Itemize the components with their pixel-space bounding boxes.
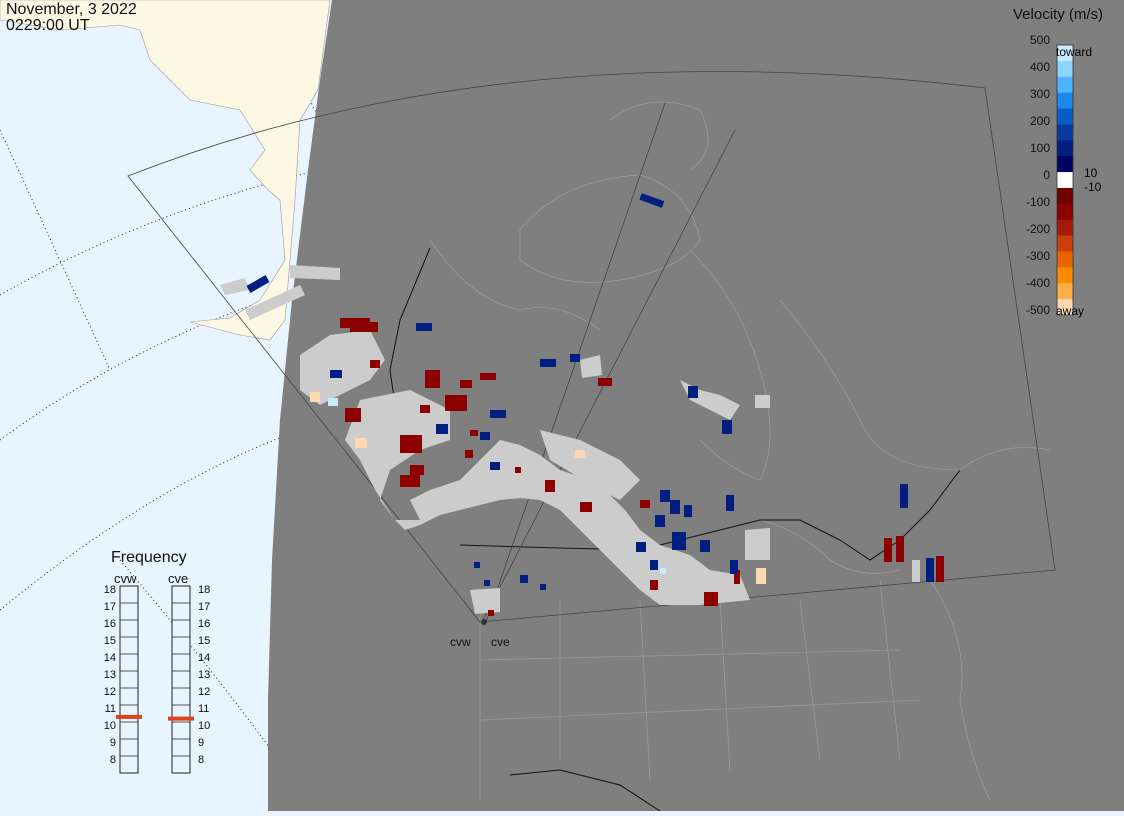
ground-scatter-cells [220,265,920,614]
velocity-tick-label: 300 [1029,87,1050,101]
frequency-scale-right: 12 [198,686,211,698]
frequency-scale-right: 13 [198,669,211,681]
freq-label-cvw: cvw [114,571,137,586]
velocity-tick-label: -500 [1025,303,1050,317]
colorbar-segment [1057,267,1073,284]
frequency-scale-left: 15 [103,635,116,647]
velocity-legend-title: Velocity (m/s) [1013,6,1104,23]
frequency-scale-left: 17 [103,601,116,613]
frequency-scale-left: 12 [103,686,116,698]
freq-label-cve: cve [168,571,189,586]
negative-threshold-label: -10 [1084,180,1102,194]
colorbar-segment [1057,203,1073,221]
velocity-tick-label: -200 [1025,222,1050,236]
frequency-scale-right: 14 [198,652,211,664]
site-label-cve: cve [491,635,510,649]
frequency-scale-left: 9 [109,737,116,749]
velocity-tick-label: 400 [1029,60,1050,74]
colorbar-segment [1057,140,1073,157]
radar-sites [481,619,487,625]
plot-date: November, 3 2022 [6,1,137,18]
away-label: away [1056,304,1085,318]
velocity-tick-label: 0 [1043,168,1050,182]
frequency-scale-right: 10 [198,720,211,732]
frequency-scale-right: 15 [198,635,211,647]
colorbar-segment [1057,235,1073,252]
frequency-scale-left: 13 [103,669,116,681]
velocity-tick-label: -300 [1025,249,1050,263]
colorbar-segment [1057,124,1073,141]
colorbar-segment [1057,156,1073,173]
colorbar-segment [1057,92,1073,110]
alaska-landmass [0,0,331,341]
velocity-tick-label: -400 [1025,276,1050,290]
colorbar-segment [1057,283,1073,300]
frequency-scale-left: 8 [109,754,116,766]
frequency-scale-right: 17 [198,601,211,613]
frequency-scale-right: 9 [198,737,205,749]
coastlines [429,101,1051,801]
frequency-scale-right: 16 [198,618,211,630]
site-label-cvw: cvw [450,635,471,649]
colorbar-segment [1057,45,1073,62]
toward-label: toward [1056,45,1093,59]
frequency-scale-right: 18 [198,584,211,596]
velocity-colorbar [1056,44,1074,316]
colorbar-segment [1057,108,1073,125]
colorbar-segment [1057,76,1073,94]
velocity-tick-label: -100 [1025,195,1050,209]
colorbar-segment [1057,187,1073,205]
colorbar-segment [1057,172,1073,189]
velocity-tick-label: 100 [1029,141,1050,155]
frequency-scale-left: 14 [103,652,116,664]
colorbar-segment [1057,299,1073,316]
positive-threshold-label: 10 [1084,166,1098,180]
site-marker-cvw [481,619,487,625]
colorbar-segment [1057,251,1073,268]
frequency-scale-left: 10 [103,720,116,732]
frequency-scale-right: 11 [198,703,210,715]
frequency-scale-left: 11 [104,703,116,715]
velocity-tick-label: 200 [1029,114,1050,128]
radar-fov-outline [127,71,1056,623]
colorbar-segment [1057,219,1073,237]
frequency-scale-left: 16 [103,618,116,630]
frequency-scale-left: 18 [103,584,116,596]
frequency-scale-right: 8 [198,754,205,766]
velocity-cells [246,193,944,616]
colorbar-segment [1057,60,1073,78]
velocity-tick-label: 500 [1029,33,1050,47]
plot-time: 0229:00 UT [6,17,90,34]
frequency-title: Frequency [111,549,187,566]
